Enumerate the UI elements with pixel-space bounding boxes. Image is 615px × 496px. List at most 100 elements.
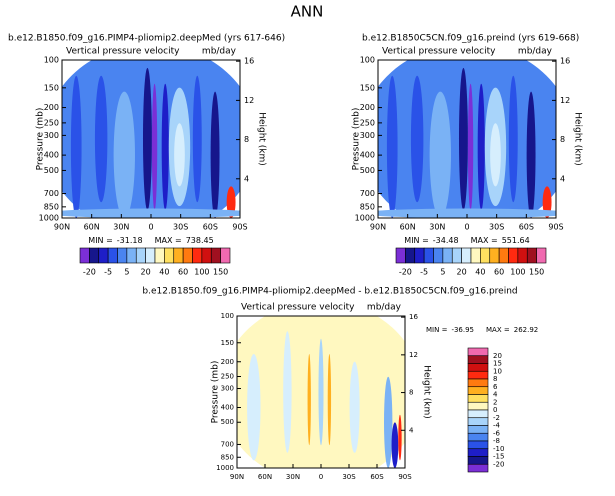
max-label: MAX =	[155, 236, 182, 245]
colorbar-label: 150	[213, 268, 228, 277]
max-value: 738.45	[186, 236, 214, 245]
colorbar-box	[154, 247, 165, 264]
colorbar-box	[526, 247, 537, 264]
colorbar-box	[461, 247, 472, 264]
y-tick-label: 200	[44, 103, 59, 112]
y-tick-label: 400	[360, 151, 375, 160]
y-tick-label: 300	[221, 385, 234, 393]
contour-region	[327, 354, 332, 446]
colorbar-label: 6	[493, 383, 498, 391]
colorbar-box	[467, 425, 489, 434]
contour-region	[386, 75, 398, 218]
colorbar-box	[467, 378, 489, 388]
y-tick-label: 1000	[355, 214, 375, 223]
y2-tick-label: 8	[560, 135, 565, 144]
colorbar-label: -5	[420, 268, 428, 277]
colorbar-box	[467, 347, 489, 357]
contour-region	[458, 67, 468, 211]
contour-region	[94, 75, 108, 203]
x-tick-label: 60S	[519, 223, 534, 232]
colorbar-label: -20	[493, 460, 504, 468]
y-tick-label: 100	[221, 312, 234, 320]
x-tick-label: 90N	[370, 223, 386, 232]
colorbar-box	[467, 417, 489, 426]
x-tick-label: 30N	[286, 473, 300, 481]
colorbar-box	[107, 247, 118, 264]
y2-tick-label: 4	[244, 174, 249, 183]
max-label: MAX =	[471, 236, 498, 245]
colorbar-label: 150	[529, 268, 544, 277]
colorbar-box	[467, 370, 489, 380]
contour-region	[410, 75, 424, 203]
y-tick-label: 700	[360, 189, 375, 198]
colorbar-label: -15	[493, 453, 504, 461]
y-tick-label: 400	[44, 151, 59, 160]
panel-title: b.e12.B1850.f09_g16.PIMP4-pliomip2.deepM…	[142, 287, 517, 297]
x-tick-label: 60S	[370, 473, 384, 481]
colorbar-label: -6	[493, 429, 501, 437]
y-tick-label: 500	[360, 166, 375, 175]
y-tick-label: 150	[221, 339, 234, 347]
colorbar-box	[405, 247, 416, 264]
y-tick-label: 150	[360, 83, 375, 92]
colorbar-box	[508, 247, 519, 264]
x-tick-label: 30N	[429, 223, 445, 232]
y-tick-label: 250	[221, 372, 234, 380]
x-tick-label: 90S	[398, 473, 412, 481]
y-tick-label: 150	[44, 83, 59, 92]
x-tick-label: 60S	[203, 223, 218, 232]
colorbar-box	[414, 247, 425, 264]
colorbar-box	[192, 247, 203, 264]
y-tick-label: 100	[360, 56, 375, 65]
y2-axis-label: Height (km)	[257, 112, 267, 166]
colorbar-box	[467, 440, 489, 450]
x-tick-label: 90S	[232, 223, 247, 232]
colorbar-box	[433, 247, 444, 264]
subtitle-right: mb/day	[367, 303, 402, 313]
colorbar-box	[467, 394, 489, 403]
contour-region	[384, 376, 393, 468]
contour-region	[391, 422, 399, 468]
colorbar-label: 0	[493, 406, 497, 414]
colorbar-box	[98, 247, 109, 264]
colorbar-label: 40	[475, 268, 485, 277]
colorbar-box	[467, 355, 489, 364]
min-value: -36.95	[451, 326, 474, 334]
contour-region	[429, 91, 451, 218]
colorbar-label: 2	[493, 398, 497, 406]
y-tick-label: 850	[360, 202, 375, 211]
colorbar-box	[210, 247, 221, 264]
colorbar-label: -2	[493, 414, 500, 422]
colorbar-label: 5	[124, 268, 129, 277]
colorbar-box	[536, 247, 547, 264]
colorbar-box	[467, 448, 489, 457]
contour-region	[151, 83, 158, 211]
contour-region	[526, 91, 536, 218]
contour-region	[161, 83, 169, 211]
y-tick-label: 300	[360, 131, 375, 140]
colorbar-box	[164, 247, 175, 264]
y-axis-label: Pressure (mb)	[352, 108, 362, 171]
min-value: -31.18	[117, 236, 143, 245]
colorbar-label: 60	[178, 268, 188, 277]
contour-field	[378, 60, 556, 218]
subtitle-left: Vertical pressure velocity	[241, 303, 355, 313]
contour-region	[467, 83, 474, 211]
max-label: MAX =	[486, 326, 510, 334]
x-tick-label: 60N	[258, 473, 272, 481]
colorbar-box	[423, 247, 434, 264]
colorbar-box	[517, 247, 528, 264]
colorbar-label: 8	[493, 375, 497, 383]
y-tick-label: 250	[360, 118, 375, 127]
colorbar-box	[467, 463, 489, 473]
min-label: MIN =	[404, 236, 429, 245]
y-tick-label: 1000	[39, 214, 59, 223]
colorbar-box	[467, 409, 489, 419]
x-tick-label: 0	[464, 223, 469, 232]
y2-axis-label: Height (km)	[573, 112, 583, 166]
y2-tick-label: 16	[244, 57, 254, 66]
contour-region	[174, 123, 185, 187]
y-axis-label: Pressure (mb)	[36, 108, 46, 171]
colorbar-label: -5	[104, 268, 112, 277]
